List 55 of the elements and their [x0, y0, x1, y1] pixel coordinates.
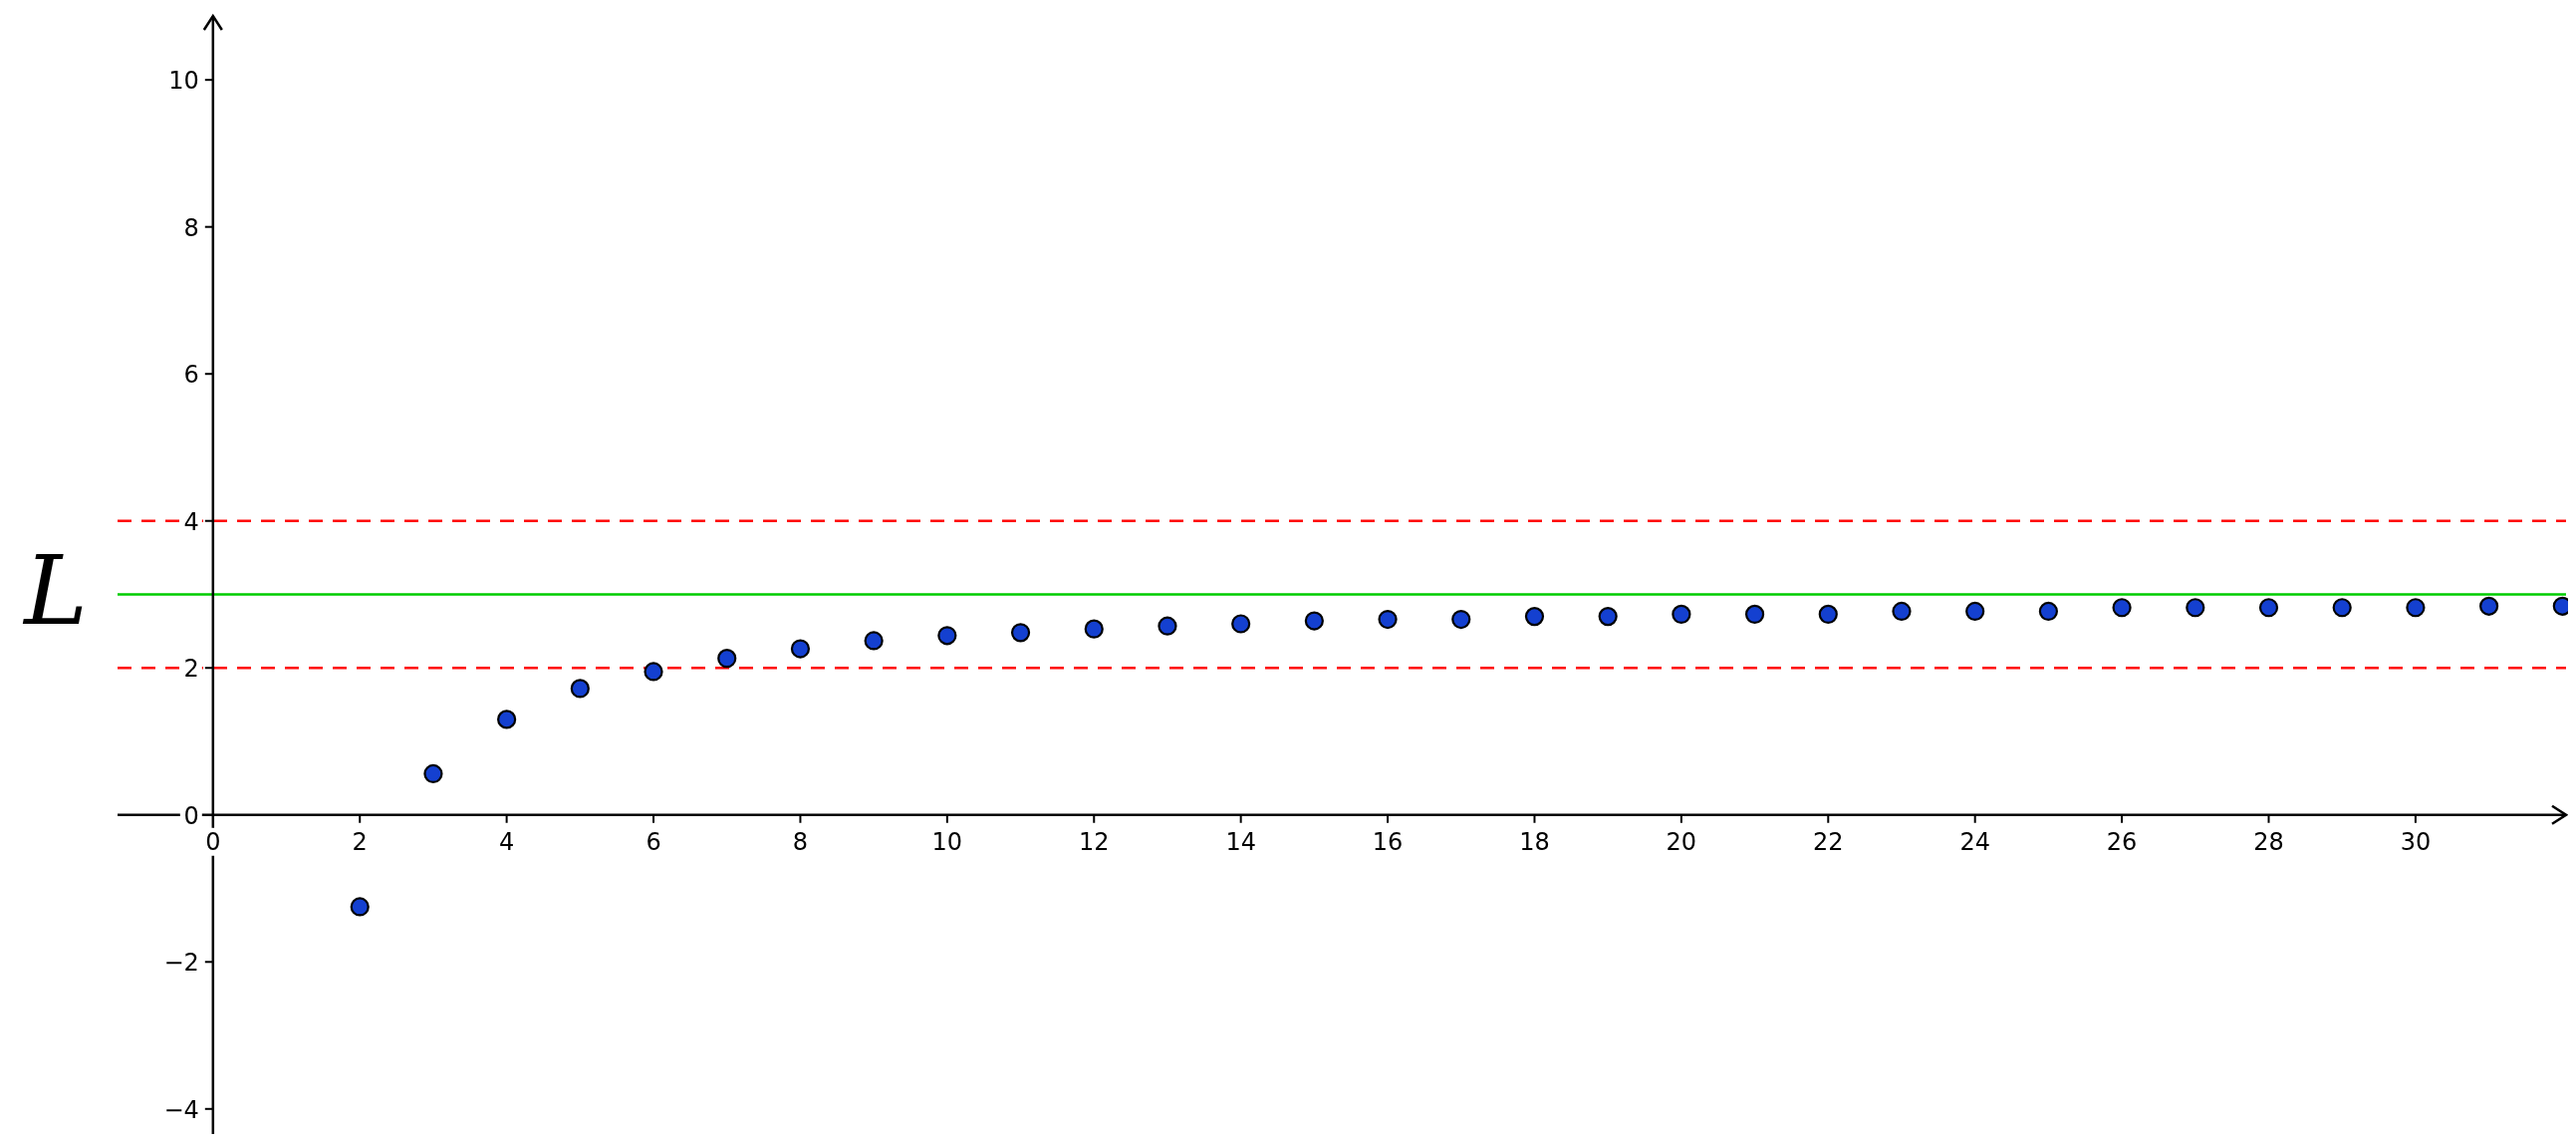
point	[1598, 607, 1618, 627]
x-tick-label: 30	[2400, 827, 2432, 856]
x-tick-label: 8	[792, 827, 809, 856]
point	[1084, 619, 1104, 639]
point	[350, 897, 370, 917]
x-tick-label: 0	[205, 827, 221, 856]
point	[423, 763, 443, 784]
y-tick-label: 8	[183, 213, 199, 242]
point	[1965, 601, 1985, 622]
point	[1231, 614, 1251, 634]
x-tick-label: 16	[1372, 827, 1404, 856]
x-tick-label: 18	[1519, 827, 1550, 856]
point	[1524, 607, 1545, 627]
x-tick-label: 2	[352, 827, 368, 856]
y-axis-title: L	[22, 535, 88, 648]
x-tick-label: 28	[2253, 827, 2284, 856]
y-tick-label: −4	[163, 1095, 199, 1124]
point	[2479, 596, 2499, 616]
point	[570, 679, 590, 699]
point	[717, 649, 737, 669]
y-tick-label: 10	[168, 67, 199, 96]
y-tick-label: 4	[183, 507, 199, 536]
x-tick-label: 14	[1225, 827, 1256, 856]
point	[2186, 598, 2205, 618]
point	[2406, 598, 2426, 618]
point	[497, 710, 517, 729]
y-tick-label: 0	[183, 801, 199, 830]
point	[1378, 609, 1398, 630]
point	[937, 626, 957, 646]
y-tick-label: 2	[183, 655, 199, 684]
x-tick-label: 6	[645, 827, 661, 856]
point	[790, 639, 811, 659]
x-tick-label: 26	[2106, 827, 2138, 856]
point	[644, 662, 663, 682]
x-tick-label: 10	[931, 827, 963, 856]
point	[864, 631, 884, 651]
point	[2038, 601, 2058, 622]
point	[1010, 623, 1031, 643]
y-tick-label: 6	[183, 361, 199, 390]
x-tick-label: 4	[498, 827, 515, 856]
point	[1744, 604, 1765, 625]
point	[1892, 601, 1912, 622]
point	[1818, 604, 1838, 625]
x-tick-label: 20	[1666, 827, 1697, 856]
point	[1158, 616, 1177, 636]
x-tick-label: 22	[1813, 827, 1844, 856]
point	[2332, 598, 2352, 618]
x-tick-label: 24	[1959, 827, 1990, 856]
point	[1304, 611, 1324, 631]
x-tick-label: 12	[1078, 827, 1110, 856]
point	[2112, 598, 2132, 618]
point	[2258, 598, 2279, 618]
y-tick-label: −2	[163, 949, 199, 978]
point	[1451, 609, 1471, 630]
point	[1672, 604, 1691, 625]
